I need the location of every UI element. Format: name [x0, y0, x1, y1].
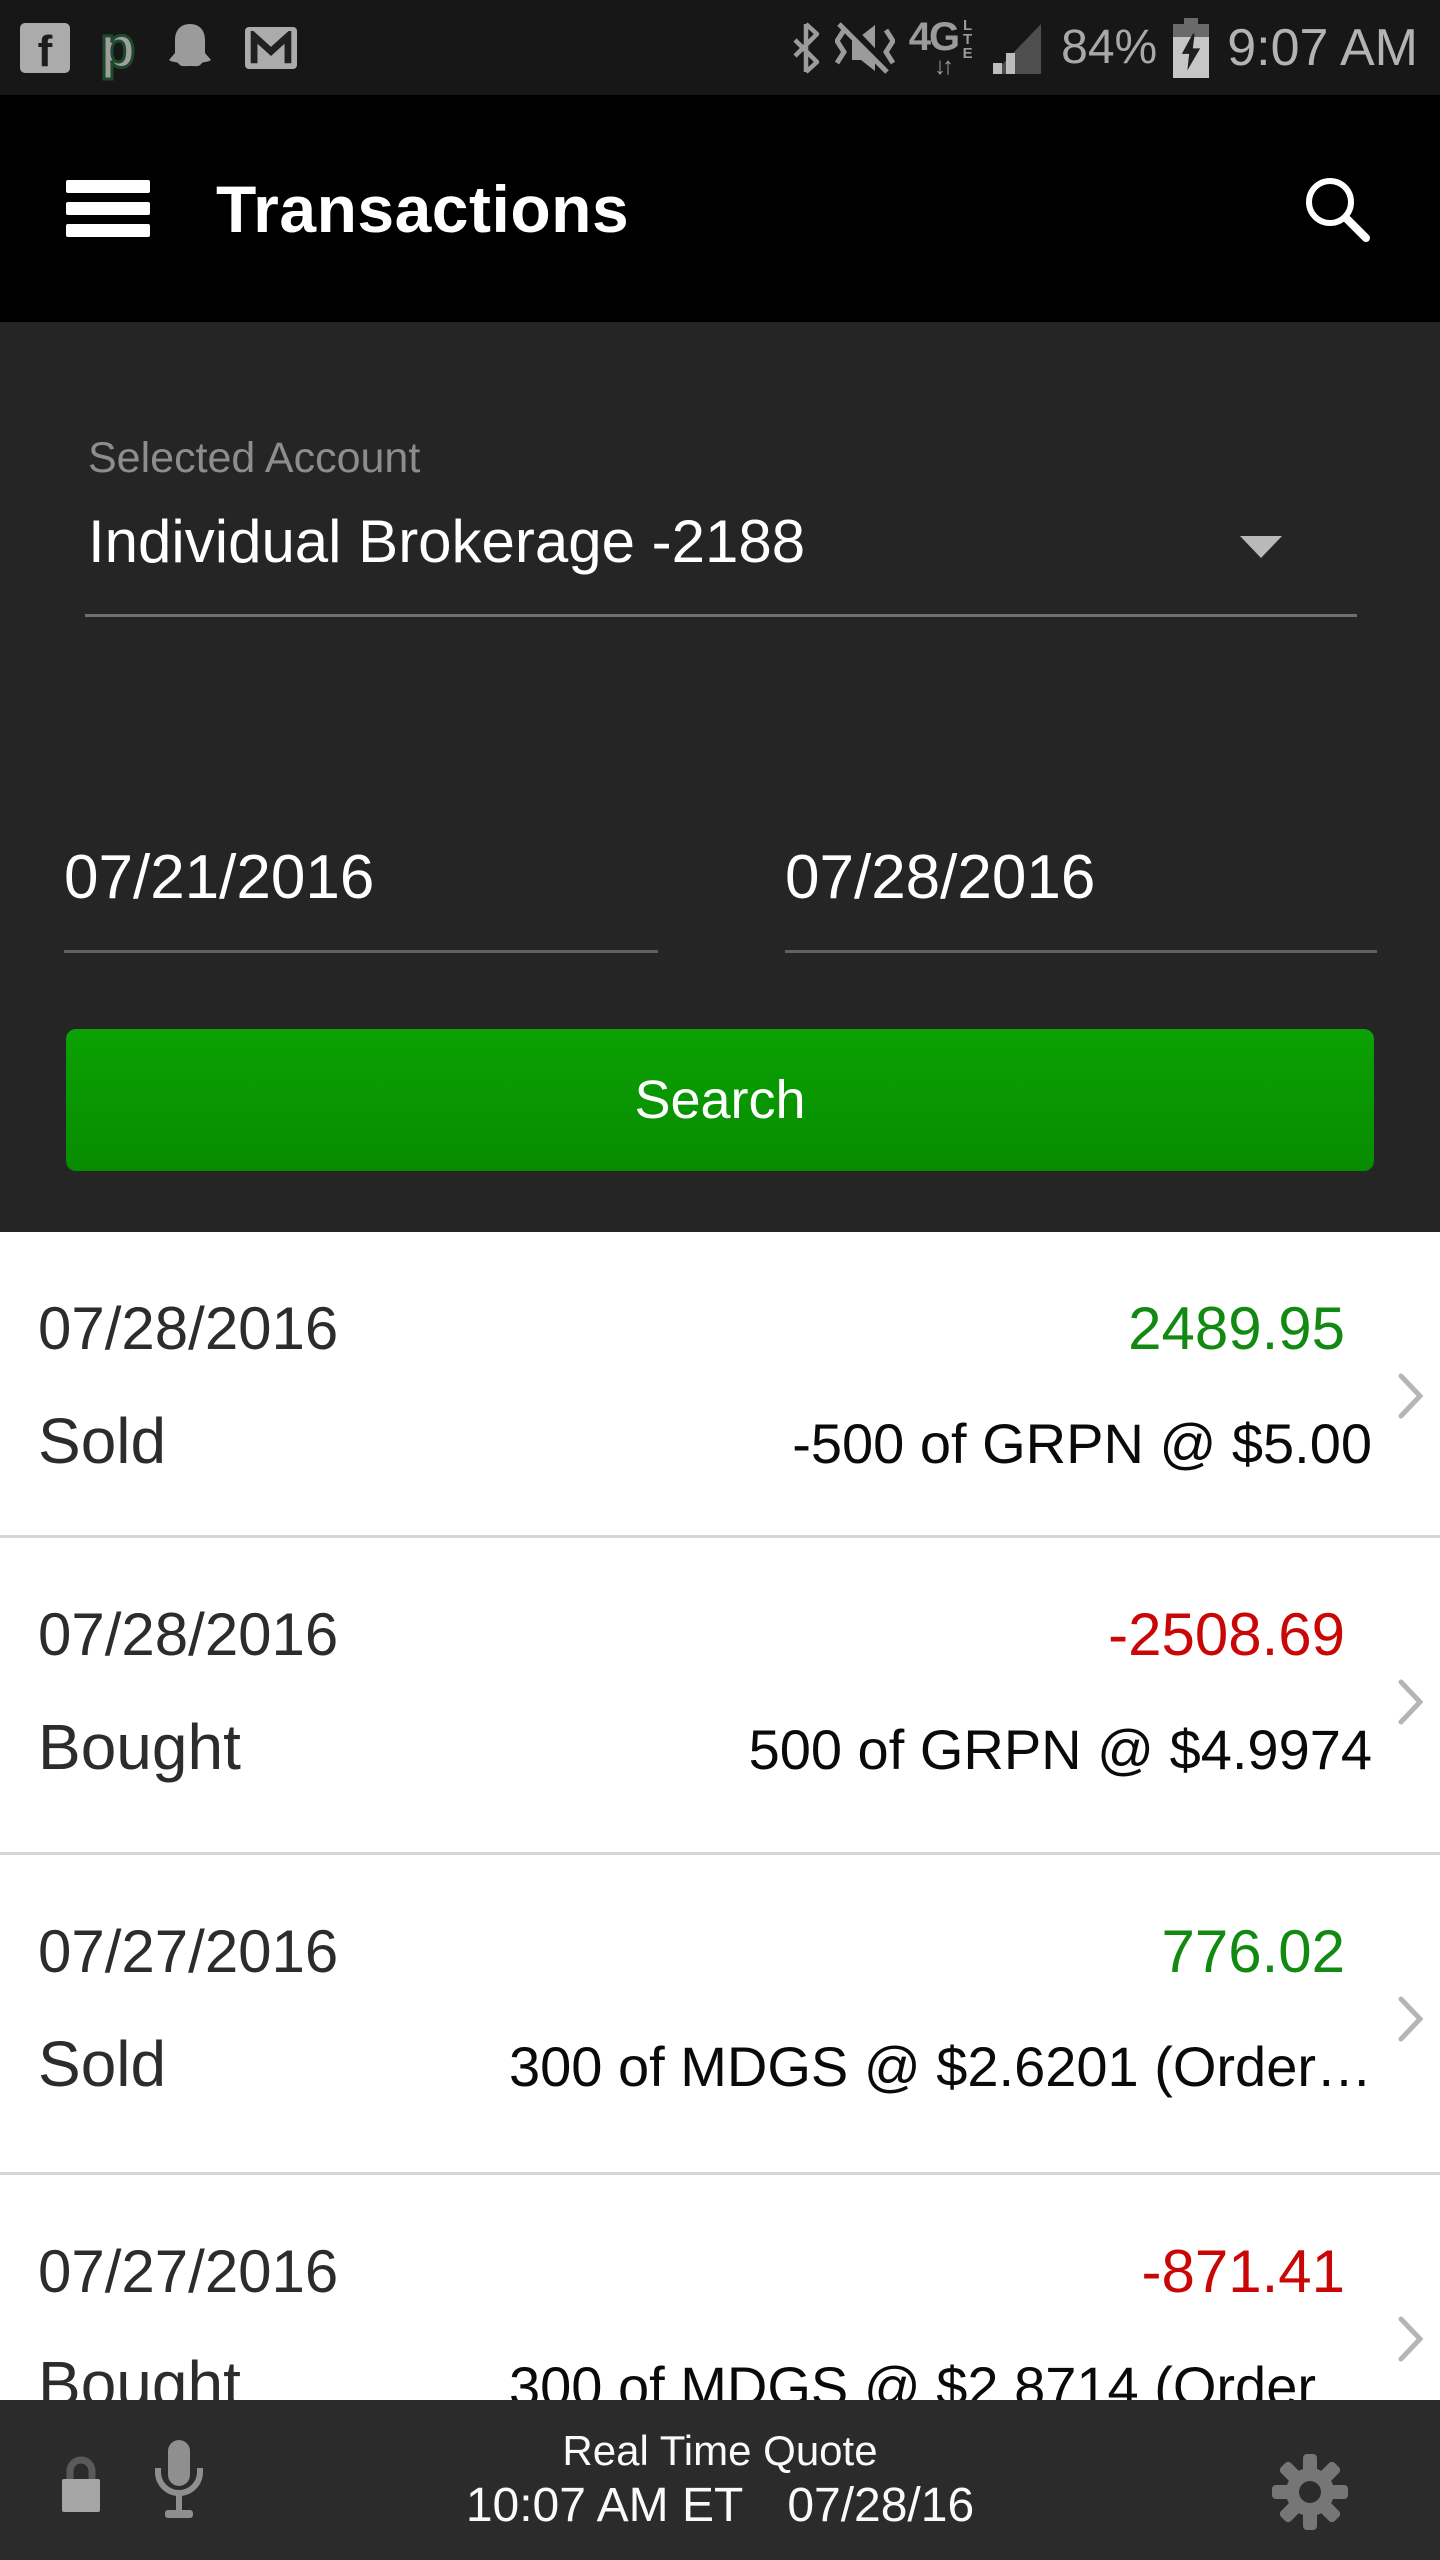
search-icon[interactable]	[1300, 172, 1374, 246]
date-from-value: 07/21/2016	[64, 843, 375, 912]
gmail-icon	[245, 26, 298, 69]
network-activity-arrows: ↓↑	[933, 52, 954, 80]
bottom-bar: Real Time Quote 10:07 AM ET 07/28/16	[0, 2400, 1440, 2560]
quote-time-label: 10:07 AM ET	[465, 2479, 744, 2532]
chevron-right-icon	[1398, 1996, 1424, 2042]
account-selector[interactable]: Individual Brokerage -2188	[88, 507, 1282, 576]
transaction-detail: 500 of GRPN @ $4.9974	[748, 1718, 1372, 1781]
transaction-date: 07/28/2016	[38, 1601, 339, 1668]
realtime-quote-label: Real Time Quote	[562, 2427, 878, 2474]
transaction-date: 07/28/2016	[38, 1295, 339, 1362]
facebook-icon: f	[20, 22, 70, 76]
menu-hamburger-icon[interactable]	[66, 180, 150, 237]
transaction-amount: 2489.95	[1128, 1295, 1345, 1362]
transaction-list: 07/28/2016 2489.95 Sold -500 of GRPN @ $…	[0, 1232, 1440, 2560]
transaction-date: 07/27/2016	[38, 1918, 339, 1985]
snapchat-icon	[169, 23, 212, 66]
quote-date-label: 07/28/16	[787, 2479, 975, 2532]
status-indicators: 4G LTE ↓↑ 84% 9:07 AM	[791, 17, 1424, 79]
account-underline	[85, 614, 1357, 617]
lock-icon[interactable]	[58, 2452, 104, 2514]
transaction-row[interactable]: 07/28/2016 2489.95 Sold -500 of GRPN @ $…	[0, 1232, 1440, 1538]
transaction-row[interactable]: 07/27/2016 776.02 Sold 300 of MDGS @ $2.…	[0, 1855, 1440, 2175]
selected-account-label: Selected Account	[88, 434, 421, 482]
chevron-right-icon	[1398, 1373, 1424, 1419]
date-from-field[interactable]: 07/21/2016	[64, 842, 658, 953]
page-title: Transactions	[216, 171, 630, 246]
status-bar: f p	[0, 0, 1440, 95]
date-to-field[interactable]: 07/28/2016	[785, 842, 1377, 953]
network-type-label: 4G	[908, 14, 960, 59]
chevron-right-icon	[1398, 2316, 1424, 2362]
transaction-action: Sold	[38, 1405, 167, 1477]
battery-charging-icon	[1173, 17, 1210, 78]
date-from-underline	[64, 950, 658, 953]
pandora-icon: p	[98, 14, 136, 80]
transaction-action: Sold	[38, 2028, 167, 2100]
transaction-amount: -2508.69	[1108, 1601, 1345, 1668]
bluetooth-icon	[793, 21, 820, 74]
notification-icons: f p	[16, 14, 298, 80]
transaction-amount: 776.02	[1161, 1918, 1345, 1985]
microphone-icon[interactable]	[152, 2438, 206, 2524]
network-subtype-label: LTE	[959, 16, 977, 59]
network-4g-lte-icon: 4G LTE ↓↑	[908, 14, 977, 80]
transaction-detail: -500 of GRPN @ $5.00	[792, 1412, 1372, 1475]
transaction-detail: 300 of MDGS @ $2.6201 (Order…	[509, 2035, 1372, 2098]
battery-percent-label: 84%	[1061, 21, 1158, 74]
battery-nub	[1184, 17, 1199, 25]
filter-panel: Selected Account Individual Brokerage -2…	[0, 322, 1440, 1232]
date-to-underline	[785, 950, 1377, 953]
realtime-quote-status: Real Time Quote 10:07 AM ET 07/28/16	[0, 2400, 1440, 2560]
transaction-row[interactable]: 07/28/2016 -2508.69 Bought 500 of GRPN @…	[0, 1538, 1440, 1855]
account-value: Individual Brokerage -2188	[88, 508, 806, 575]
transaction-action: Bought	[38, 1711, 241, 1783]
app-bar: Transactions	[0, 95, 1440, 322]
transaction-amount: -871.41	[1141, 2238, 1346, 2305]
search-button[interactable]: Search	[66, 1029, 1374, 1171]
signal-strength-icon	[993, 23, 1042, 74]
dropdown-arrow-icon	[1240, 535, 1282, 558]
facebook-glyph: f	[37, 26, 53, 76]
settings-gear-icon[interactable]	[1270, 2452, 1350, 2532]
transaction-date: 07/27/2016	[38, 2238, 339, 2305]
vibrate-mute-icon	[834, 21, 895, 74]
clock-label: 9:07 AM	[1227, 18, 1418, 77]
battery-body	[1173, 23, 1210, 78]
chevron-right-icon	[1398, 1679, 1424, 1725]
date-to-value: 07/28/2016	[785, 843, 1096, 912]
charging-bolt-icon	[1182, 33, 1201, 70]
